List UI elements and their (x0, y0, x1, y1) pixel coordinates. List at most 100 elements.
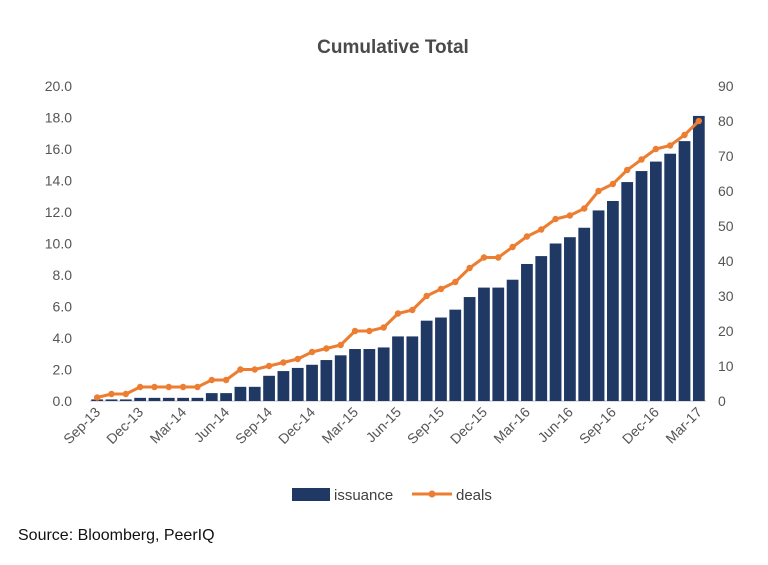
issuance-bar (492, 287, 505, 401)
issuance-bar (105, 399, 118, 401)
right-tick-label: 40 (718, 253, 734, 269)
deals-point (208, 376, 215, 384)
issuance-bar (535, 256, 548, 401)
deals-point (523, 233, 531, 240)
issuance-bar (334, 355, 347, 401)
deals-point (538, 226, 545, 233)
left-tick-label: 0.0 (53, 393, 73, 409)
issuance-bar (177, 397, 189, 401)
right-tick-label: 30 (718, 288, 734, 304)
right-tick-label: 50 (718, 218, 734, 234)
issuance-bar (678, 141, 691, 401)
deals-point (294, 355, 301, 363)
issuance-bar (191, 397, 204, 401)
issuance-bar (592, 210, 605, 401)
x-tick-label: Dec-14 (275, 404, 318, 447)
deals-point (566, 212, 574, 219)
x-axis-ticks: Sep-13 Dec-13 Mar-14 Jun-14 Sep-14 Dec-14 Mar-… (60, 404, 705, 447)
issuance-bars (91, 115, 705, 402)
deals-point (652, 145, 660, 153)
right-tick-label: 10 (718, 358, 734, 374)
issuance-bar (635, 171, 648, 401)
left-y-axis: 0.0 2.0 4.0 6.0 8.0 10.0 12.0 14.0 16.0 18.0 20.0 (45, 78, 72, 409)
x-tick-label: Sep-13 (60, 404, 103, 447)
deals-point (323, 345, 330, 352)
issuance-bar (220, 393, 232, 401)
deals-point (165, 383, 172, 391)
x-tick-label: Dec-16 (619, 404, 662, 447)
issuance-bar (291, 367, 304, 401)
issuance-bar (363, 349, 376, 401)
deals-point (595, 187, 602, 195)
issuance-bar (119, 399, 132, 401)
right-tick-label: 0 (718, 393, 726, 409)
right-tick-label: 70 (718, 148, 734, 164)
deals-point (194, 383, 201, 391)
x-tick-label: Sep-16 (576, 404, 619, 447)
x-tick-label: Dec-13 (103, 404, 146, 447)
deals-point (624, 166, 631, 174)
issuance-bar (463, 297, 476, 401)
legend-label-deals: deals (456, 487, 492, 504)
deals-point (179, 383, 187, 391)
deals-point (452, 278, 459, 286)
x-tick-label: Jun-16 (534, 404, 576, 446)
deals-point (308, 348, 316, 356)
issuance-bar (205, 393, 218, 401)
issuance-bar (607, 200, 619, 401)
deals-point (251, 366, 258, 373)
left-tick-label: 18.0 (45, 110, 72, 126)
deals-point (108, 390, 115, 398)
left-tick-label: 4.0 (53, 330, 73, 346)
x-tick-label: Mar-15 (318, 404, 361, 447)
right-tick-label: 90 (718, 78, 734, 94)
issuance-bar (621, 182, 634, 401)
deals-point (423, 292, 430, 300)
left-tick-label: 16.0 (45, 141, 72, 157)
issuance-bar (134, 397, 147, 401)
deals-point (380, 324, 387, 331)
issuance-bar (406, 336, 419, 401)
x-tick-label: Mar-14 (147, 404, 190, 447)
deals-line (93, 117, 703, 401)
issuance-bar (435, 317, 447, 401)
x-tick-label: Dec-15 (447, 404, 490, 447)
deals-point (280, 359, 287, 366)
issuance-bar (420, 320, 433, 401)
deals-point (552, 215, 559, 223)
x-tick-label: Sep-14 (232, 404, 275, 447)
x-tick-label: Jun-15 (363, 404, 405, 446)
issuance-bar (664, 153, 677, 401)
issuance-bar (320, 360, 333, 401)
issuance-bar (148, 397, 161, 401)
right-y-axis: 0 10 20 30 40 50 60 70 80 90 (718, 78, 734, 409)
deals-point (466, 264, 473, 272)
deals-point (351, 327, 359, 335)
issuance-bar (521, 263, 533, 401)
right-tick-label: 60 (718, 183, 734, 199)
deals-point (609, 180, 617, 188)
issuance-bar (248, 386, 261, 401)
deals-point (638, 156, 645, 163)
issuance-bar (277, 371, 290, 401)
issuance-bar (392, 336, 404, 401)
deals-point (495, 254, 502, 261)
issuance-bar (162, 397, 175, 401)
left-tick-label: 6.0 (53, 299, 73, 315)
left-tick-label: 20.0 (45, 78, 72, 94)
deals-point (237, 366, 244, 373)
x-tick-label: Mar-16 (490, 404, 533, 447)
left-tick-label: 2.0 (53, 362, 73, 378)
deals-point (394, 310, 402, 317)
issuance-bar (234, 386, 247, 401)
legend-label-issuance: issuance (334, 487, 393, 504)
issuance-bar (478, 287, 490, 401)
deals-point (666, 142, 674, 149)
deals-point (480, 254, 488, 261)
deals-point (366, 327, 373, 335)
x-tick-label: Mar-17 (662, 404, 705, 447)
deals-point (122, 390, 130, 398)
deals-point (695, 117, 703, 125)
issuance-bar (263, 375, 275, 401)
